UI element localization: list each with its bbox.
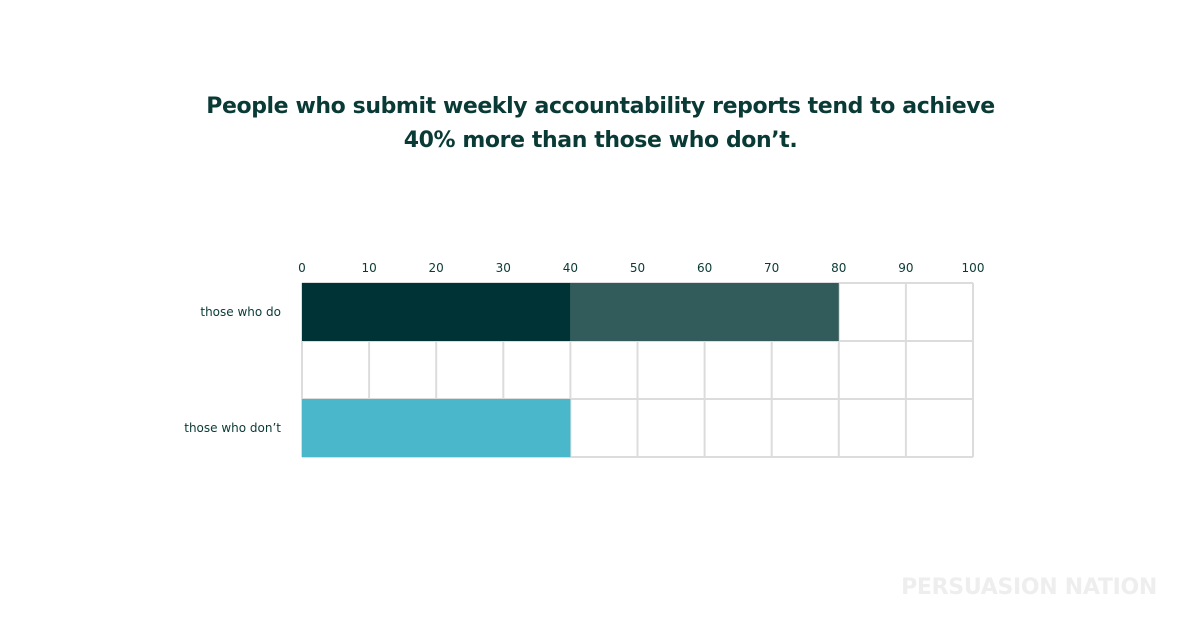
x-tick-label: 90 <box>898 261 913 275</box>
x-tick-label: 70 <box>764 261 779 275</box>
x-tick-label: 40 <box>563 261 578 275</box>
x-tick-label: 80 <box>831 261 846 275</box>
x-tick-label: 100 <box>962 261 985 275</box>
bar-segment <box>302 283 571 341</box>
x-tick-label: 30 <box>496 261 511 275</box>
x-tick-label: 20 <box>429 261 444 275</box>
bar-segment <box>302 399 571 457</box>
brand-watermark: PERSUASION NATION <box>901 575 1157 600</box>
chart-title-line-2: 40% more than those who don’t. <box>403 128 798 153</box>
chart-title: People who submit weekly accountability … <box>0 90 1201 158</box>
x-tick-label: 50 <box>630 261 645 275</box>
x-tick-label: 0 <box>298 261 306 275</box>
x-tick-label: 10 <box>361 261 376 275</box>
bar-segment <box>570 283 839 341</box>
x-tick-label: 60 <box>697 261 712 275</box>
category-label: those who don’t <box>184 421 281 435</box>
chart-title-line-1: People who submit weekly accountability … <box>206 94 995 119</box>
category-label: those who do <box>200 305 281 319</box>
